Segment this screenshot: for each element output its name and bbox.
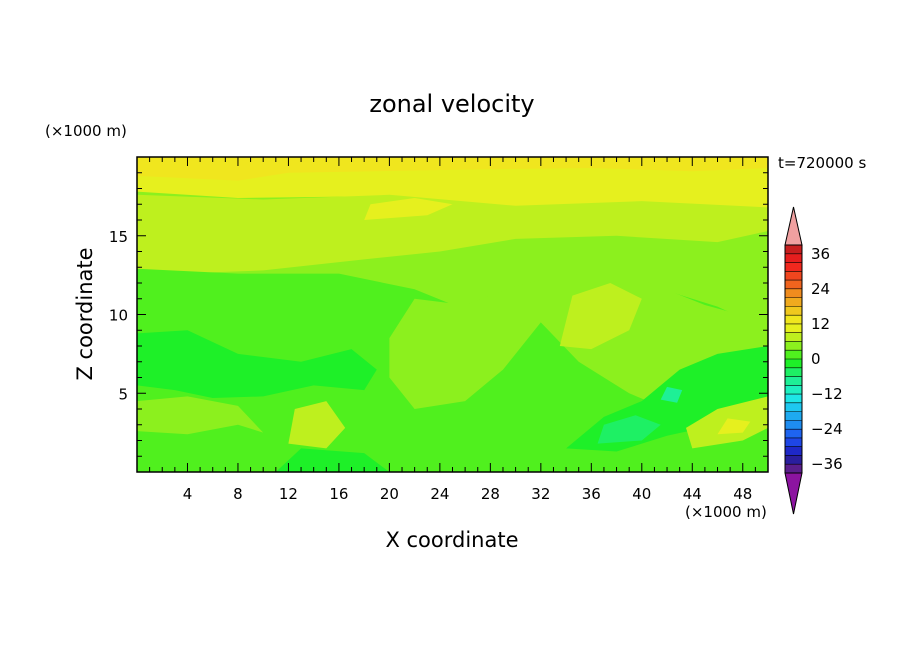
colorbar-segment (785, 323, 802, 333)
colorbar-tick-label: −12 (811, 385, 843, 403)
colorbar-segment (785, 350, 802, 360)
colorbar-segment (785, 367, 802, 377)
time-label: t=720000 s (778, 154, 866, 172)
colorbar-segment (785, 402, 802, 412)
colorbar-segment (785, 411, 802, 421)
y-unit-label: (×1000 m) (45, 122, 127, 140)
colorbar-segment (785, 262, 802, 272)
colorbar-over-arrow (784, 206, 803, 246)
colorbar-tick-label: 12 (811, 315, 830, 333)
x-axis-label: X coordinate (385, 528, 518, 552)
colorbar-segment (785, 437, 802, 447)
x-axis: 4 8 12 16 20 24 28 32 36 40 44 48 (149, 157, 756, 503)
x-tick-label: 32 (531, 485, 550, 503)
colorbar-tick-label: 0 (811, 350, 821, 368)
x-tick-label: 16 (329, 485, 348, 503)
x-tick-label: 28 (481, 485, 500, 503)
colorbar-segment (785, 288, 802, 298)
x-tick-label: 8 (233, 485, 243, 503)
contour-region-13 (288, 401, 346, 449)
contour-region-14 (275, 448, 390, 472)
colorbar-segment (785, 394, 802, 404)
colorbar: −36 −24 −12 0 12 24 36 (784, 206, 843, 515)
colorbar-tick-label: −24 (811, 420, 843, 438)
x-tick-label: 40 (632, 485, 651, 503)
x-unit-label: (×1000 m) (685, 503, 767, 521)
colorbar-segment (785, 315, 802, 325)
contour-region-15 (364, 198, 453, 220)
contour-region-2 (137, 194, 768, 276)
y-tick-label: 15 (109, 228, 128, 246)
contour-region-5 (559, 283, 642, 350)
contour-region-12 (137, 396, 264, 435)
colorbar-tick-label: −36 (811, 455, 843, 473)
colorbar-tick-label: 24 (811, 280, 830, 298)
colorbar-segment (785, 429, 802, 439)
y-axis: 5 10 15 (109, 172, 768, 457)
colorbar-segment (785, 271, 802, 281)
y-tick-label: 5 (118, 385, 128, 403)
colorbar-segment (785, 420, 802, 430)
colorbar-segment (785, 385, 802, 395)
y-axis-label: Z coordinate (73, 247, 97, 380)
colorbar-under-arrow (784, 472, 803, 515)
x-tick-label: 48 (733, 485, 752, 503)
colorbar-segment (785, 253, 802, 263)
y-tick-label: 10 (109, 307, 128, 325)
contour-region-16 (137, 157, 768, 181)
colorbar-segment (785, 297, 802, 307)
contour-fill-layer (137, 157, 768, 472)
x-tick-label: 20 (380, 485, 399, 503)
chart-title: zonal velocity (369, 90, 534, 118)
colorbar-segment (785, 446, 802, 456)
colorbar-segment (785, 464, 802, 474)
colorbar-segment (785, 376, 802, 386)
x-tick-label: 44 (683, 485, 702, 503)
colorbar-segment (785, 359, 802, 369)
x-tick-label: 4 (183, 485, 193, 503)
colorbar-segment (785, 306, 802, 316)
x-tick-label: 24 (430, 485, 449, 503)
colorbar-segment (785, 245, 802, 255)
x-tick-label: 36 (582, 485, 601, 503)
colorbar-segment (785, 341, 802, 351)
colorbar-segment (785, 280, 802, 290)
contour-region-9 (660, 386, 683, 403)
contour-region-8 (597, 415, 661, 444)
contour-region-11 (717, 418, 751, 435)
colorbar-segment (785, 455, 802, 465)
x-tick-label: 12 (279, 485, 298, 503)
colorbar-tick-label: 36 (811, 245, 830, 263)
colorbar-segment (785, 332, 802, 342)
contour-region-6 (137, 330, 377, 398)
